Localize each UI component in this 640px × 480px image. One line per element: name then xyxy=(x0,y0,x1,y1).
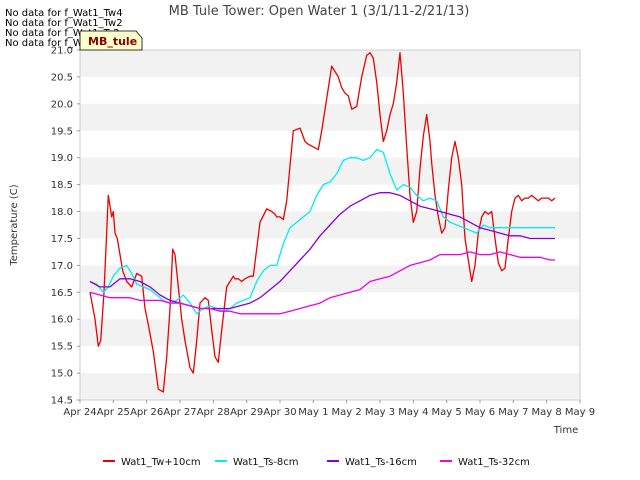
x-tick-label: Apr 29 xyxy=(230,407,263,418)
grid-bands xyxy=(80,50,580,400)
grid-band xyxy=(80,157,580,185)
grid-band xyxy=(80,50,580,77)
x-axis-label: Time xyxy=(553,425,578,436)
x-tick-label: May 8 xyxy=(532,407,562,418)
y-axis-label: Temperature (C) xyxy=(9,184,20,266)
site-badge: MB_tule xyxy=(79,30,143,51)
x-tick-label: Apr 26 xyxy=(130,407,163,418)
grid-band xyxy=(80,103,580,131)
series-line-Wat1_Ts-16cm xyxy=(89,192,555,310)
legend-label: Wat1_Ts-32cm xyxy=(458,457,530,468)
x-tick-label: May 6 xyxy=(465,407,495,418)
site-badge-text: MB_tule xyxy=(88,35,137,48)
y-tick-label: 20.0 xyxy=(51,99,73,110)
y-tick-label: 19.0 xyxy=(51,153,73,164)
y-tick-label: 17.5 xyxy=(51,234,73,245)
series-line-Wat1_Tw+10cm xyxy=(89,52,556,393)
y-axis: 14.5 15.0 15.5 16.0 16.5 17.0 17.5 18.0 18.5 19.0… xyxy=(51,46,80,407)
x-tick-label: May 7 xyxy=(498,407,528,418)
grid-band xyxy=(80,319,580,347)
no-data-message: No data for f_Wat1_Ts2 xyxy=(5,28,120,39)
x-tick-label: Apr 28 xyxy=(197,407,230,418)
y-tick-label: 15.5 xyxy=(51,342,73,353)
y-tick-label: 15.0 xyxy=(51,369,73,380)
legend: Wat1_Tw+10cm Wat1_Ts-8cm Wat1_Ts-16cm Wat1_… xyxy=(103,457,530,468)
y-tick-label: 18.0 xyxy=(51,207,73,218)
series-line-Wat1_Ts-32cm xyxy=(89,251,555,315)
y-tick-label: 17.0 xyxy=(51,261,73,272)
no-data-message: No data for f_Wat1_Tw2 xyxy=(5,18,123,29)
x-tick-label: May 2 xyxy=(332,407,362,418)
legend-label: Wat1_Ts-16cm xyxy=(345,457,417,468)
grid-band xyxy=(80,373,580,400)
y-tick-label: 20.5 xyxy=(51,72,73,83)
y-tick-label: 16.0 xyxy=(51,315,73,326)
plot-area xyxy=(79,49,581,401)
no-data-message: No data for f_Wat1_Tw4 xyxy=(5,8,123,19)
y-tick-label: 18.5 xyxy=(51,180,73,191)
x-tick-label: May 1 xyxy=(298,407,328,418)
x-tick-label: May 3 xyxy=(365,407,395,418)
chart-title: MB Tule Tower: Open Water 1 (3/1/11-2/21… xyxy=(169,4,470,19)
x-tick-label: Apr 30 xyxy=(263,407,296,418)
no-data-message: No data for f_Wat1_Tw6 xyxy=(5,38,123,49)
y-tick-label: 16.5 xyxy=(51,288,73,299)
series-line-Wat1_Ts-8cm xyxy=(89,148,555,315)
x-tick-label: Apr 24 xyxy=(63,407,96,418)
legend-label: Wat1_Tw+10cm xyxy=(121,457,201,468)
grid-band xyxy=(80,265,580,293)
x-tick-label: Apr 27 xyxy=(163,407,196,418)
x-tick-label: May 4 xyxy=(398,407,428,418)
legend-label: Wat1_Ts-8cm xyxy=(233,457,299,468)
x-tick-label: Apr 25 xyxy=(97,407,130,418)
x-axis: Apr 24 Apr 25 Apr 26 Apr 27 Apr 28 Apr 29 Apr … xyxy=(63,400,595,418)
x-tick-label: May 9 xyxy=(565,407,595,418)
x-tick-label: May 5 xyxy=(432,407,462,418)
y-tick-label: 14.5 xyxy=(51,396,73,407)
y-tick-label: 21.0 xyxy=(51,46,73,57)
y-tick-label: 19.5 xyxy=(51,126,73,137)
series-lines xyxy=(89,52,556,393)
